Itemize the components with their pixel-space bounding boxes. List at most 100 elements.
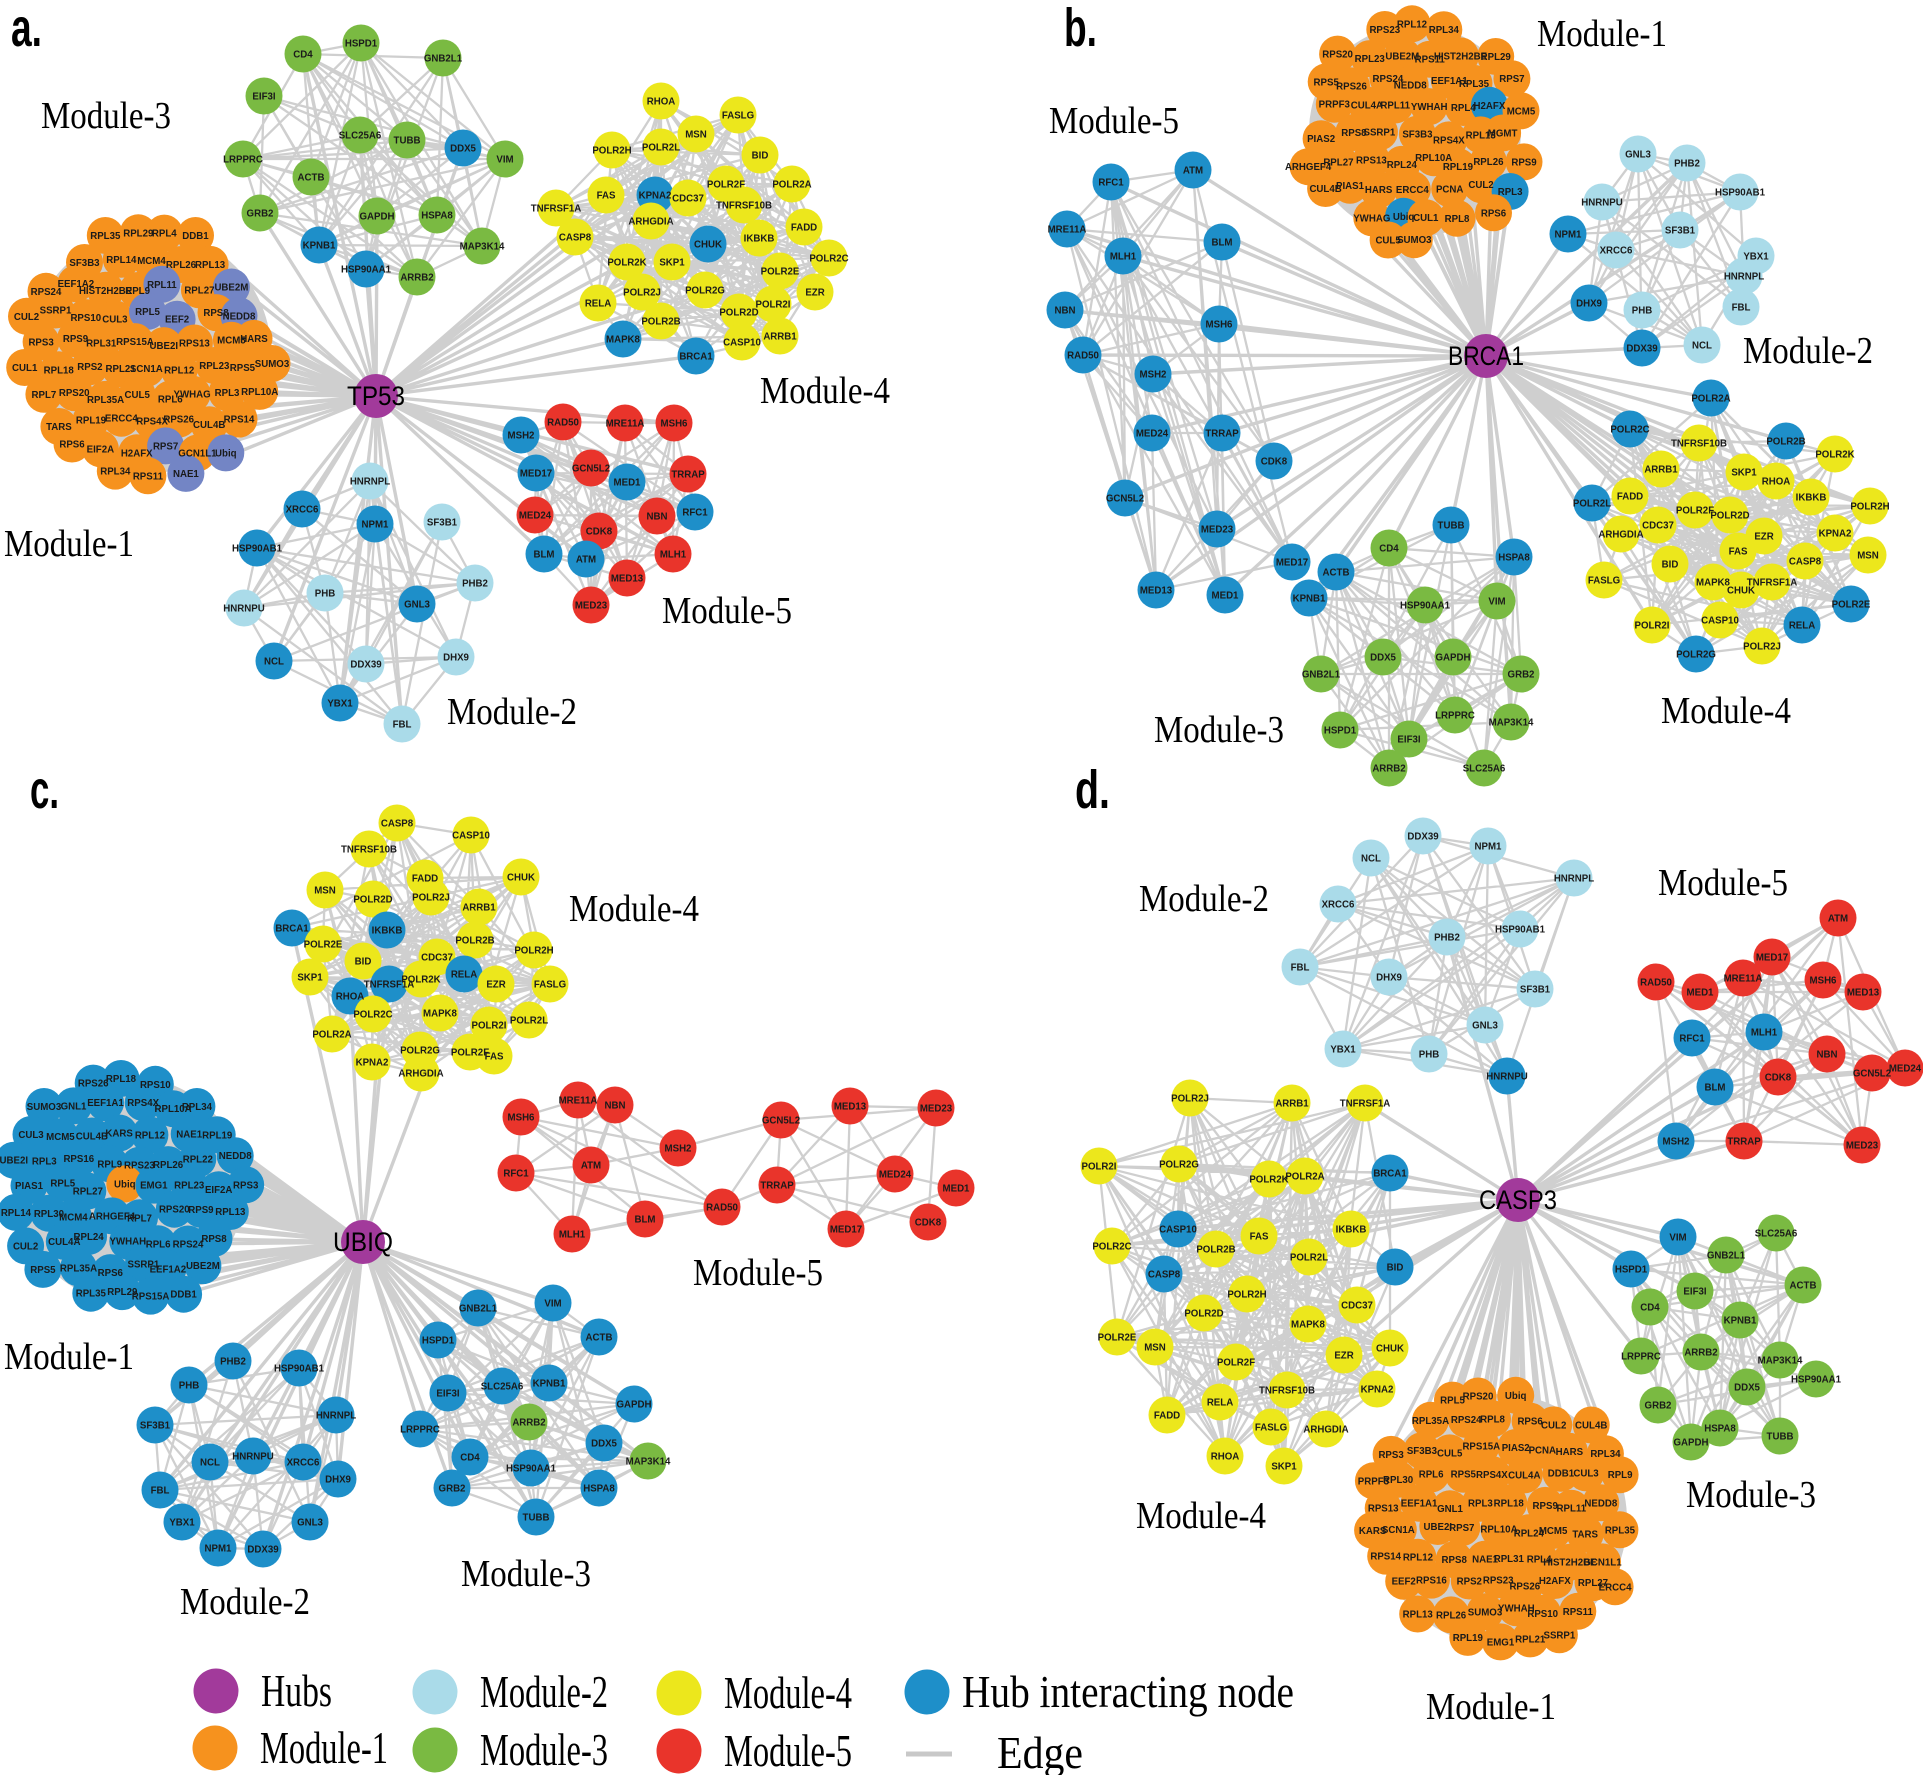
svg-text:POLR2A: POLR2A (1691, 394, 1730, 405)
svg-text:FADD: FADD (791, 223, 817, 234)
svg-text:UBE2M: UBE2M (214, 283, 248, 294)
svg-text:PIAS2: PIAS2 (1307, 134, 1335, 145)
svg-text:SKP1: SKP1 (1731, 468, 1757, 479)
svg-text:DDX39: DDX39 (1407, 832, 1439, 843)
svg-text:LRPPRC: LRPPRC (1435, 711, 1475, 722)
svg-text:PHB: PHB (1632, 306, 1652, 317)
svg-text:POLR2J: POLR2J (412, 893, 450, 904)
svg-text:RPL6: RPL6 (1419, 1470, 1444, 1481)
svg-text:HSP90AA1: HSP90AA1 (506, 1464, 557, 1475)
svg-text:UBE2M: UBE2M (186, 1261, 220, 1272)
svg-text:CUL4B: CUL4B (76, 1132, 108, 1143)
svg-text:KARS: KARS (1359, 1526, 1387, 1537)
svg-text:RPL8: RPL8 (1480, 1414, 1505, 1425)
svg-text:CASP8: CASP8 (1148, 1270, 1181, 1281)
svg-text:MRE11A: MRE11A (1048, 225, 1087, 236)
svg-text:POLR2L: POLR2L (642, 143, 680, 154)
svg-text:RPL35: RPL35 (90, 231, 121, 242)
svg-text:KPNB1: KPNB1 (303, 241, 336, 252)
svg-text:ATM: ATM (576, 555, 596, 566)
svg-text:UBE2I: UBE2I (0, 1156, 28, 1167)
svg-text:RAD50: RAD50 (547, 418, 579, 429)
svg-text:CUL5: CUL5 (125, 390, 151, 401)
svg-text:POLR2C: POLR2C (353, 1010, 392, 1021)
svg-text:MCM4: MCM4 (59, 1212, 88, 1223)
svg-text:MED24: MED24 (879, 1170, 912, 1181)
svg-text:RPL13: RPL13 (1466, 130, 1497, 141)
svg-text:BLM: BLM (534, 550, 555, 561)
svg-text:POLR2D: POLR2D (1184, 1309, 1223, 1320)
svg-text:GCN1L1: GCN1L1 (1583, 1557, 1622, 1568)
svg-text:POLR2D: POLR2D (1710, 511, 1749, 522)
svg-text:RPS7: RPS7 (1449, 1523, 1474, 1534)
svg-text:HSPD1: HSPD1 (1324, 726, 1357, 737)
svg-text:BID: BID (752, 151, 769, 162)
svg-text:POLR2B: POLR2B (455, 936, 494, 947)
svg-text:CD4: CD4 (293, 50, 313, 61)
svg-text:RFC1: RFC1 (1679, 1034, 1705, 1045)
svg-text:TARS: TARS (1572, 1530, 1598, 1541)
svg-text:RPL35: RPL35 (1605, 1525, 1636, 1536)
svg-text:RFC1: RFC1 (1098, 178, 1124, 189)
svg-text:RPL3: RPL3 (32, 1156, 57, 1167)
svg-text:RPL24: RPL24 (1387, 160, 1418, 171)
svg-text:RPS20: RPS20 (159, 1205, 190, 1216)
svg-text:NBN: NBN (647, 512, 668, 523)
svg-text:CASP3: CASP3 (1479, 1185, 1557, 1215)
svg-text:RPS8: RPS8 (1442, 1555, 1468, 1566)
svg-text:BRCA1: BRCA1 (275, 924, 309, 935)
svg-text:ACTB: ACTB (298, 173, 325, 184)
svg-text:HSP90AA1: HSP90AA1 (1400, 601, 1451, 612)
svg-text:NPM1: NPM1 (205, 1544, 233, 1555)
svg-text:POLR2D: POLR2D (719, 308, 758, 319)
svg-text:HNRNPL: HNRNPL (350, 477, 390, 488)
svg-text:YWHAH: YWHAH (1411, 102, 1448, 113)
svg-text:HNRNPU: HNRNPU (1581, 198, 1622, 209)
svg-text:FASLG: FASLG (1255, 1423, 1287, 1434)
svg-text:POLR2I: POLR2I (1082, 1162, 1117, 1173)
svg-text:RPL13: RPL13 (195, 260, 226, 271)
svg-text:RPL23: RPL23 (1355, 54, 1386, 65)
svg-text:CUL4B: CUL4B (1575, 1421, 1607, 1432)
svg-text:VIM: VIM (496, 155, 513, 166)
svg-text:MSH2: MSH2 (1140, 370, 1167, 381)
svg-text:BID: BID (355, 957, 372, 968)
svg-text:MRE11A: MRE11A (559, 1096, 598, 1107)
svg-text:LRPPRC: LRPPRC (1621, 1352, 1661, 1363)
svg-text:TUBB: TUBB (394, 136, 421, 147)
svg-text:MED1: MED1 (1687, 988, 1715, 999)
svg-text:b.: b. (1064, 0, 1097, 58)
svg-text:MLH1: MLH1 (559, 1230, 586, 1241)
svg-text:GAPDH: GAPDH (360, 212, 395, 223)
svg-text:MED1: MED1 (1212, 591, 1240, 602)
svg-text:RPS4X: RPS4X (127, 1098, 159, 1109)
svg-text:DHX9: DHX9 (325, 1475, 351, 1486)
svg-text:Module-5: Module-5 (724, 1725, 852, 1775)
svg-text:CUL5: CUL5 (1375, 236, 1401, 247)
svg-text:RPL26: RPL26 (1473, 157, 1504, 168)
svg-text:SLC25A6: SLC25A6 (481, 1382, 524, 1393)
svg-text:IKBKB: IKBKB (1336, 1225, 1367, 1236)
svg-text:RPL26: RPL26 (153, 1160, 184, 1171)
svg-text:IKBKB: IKBKB (744, 234, 775, 245)
svg-text:YWHAG: YWHAG (174, 390, 211, 401)
svg-text:RHOA: RHOA (1762, 477, 1791, 488)
svg-text:RPL19: RPL19 (1443, 162, 1474, 173)
svg-text:PIAS2: PIAS2 (1502, 1443, 1530, 1454)
svg-text:CUL4A: CUL4A (48, 1237, 80, 1248)
svg-text:MCM5: MCM5 (1539, 1526, 1568, 1537)
svg-text:GCN1L1: GCN1L1 (178, 449, 217, 460)
svg-text:FADD: FADD (1617, 492, 1643, 503)
svg-text:VIM: VIM (544, 1299, 561, 1310)
svg-text:CHUK: CHUK (1727, 586, 1755, 597)
svg-text:TARS: TARS (46, 422, 72, 433)
svg-text:HARS: HARS (1556, 1447, 1584, 1458)
svg-text:Module-1: Module-1 (1426, 1686, 1556, 1728)
svg-text:MED1: MED1 (943, 1184, 971, 1195)
svg-text:MAP3K14: MAP3K14 (1758, 1356, 1803, 1367)
svg-text:BLM: BLM (635, 1215, 656, 1226)
svg-text:RPL5: RPL5 (50, 1178, 75, 1189)
svg-text:RPS24: RPS24 (1373, 74, 1404, 85)
svg-text:XRCC6: XRCC6 (287, 1458, 320, 1469)
svg-text:SKP1: SKP1 (1271, 1462, 1297, 1473)
